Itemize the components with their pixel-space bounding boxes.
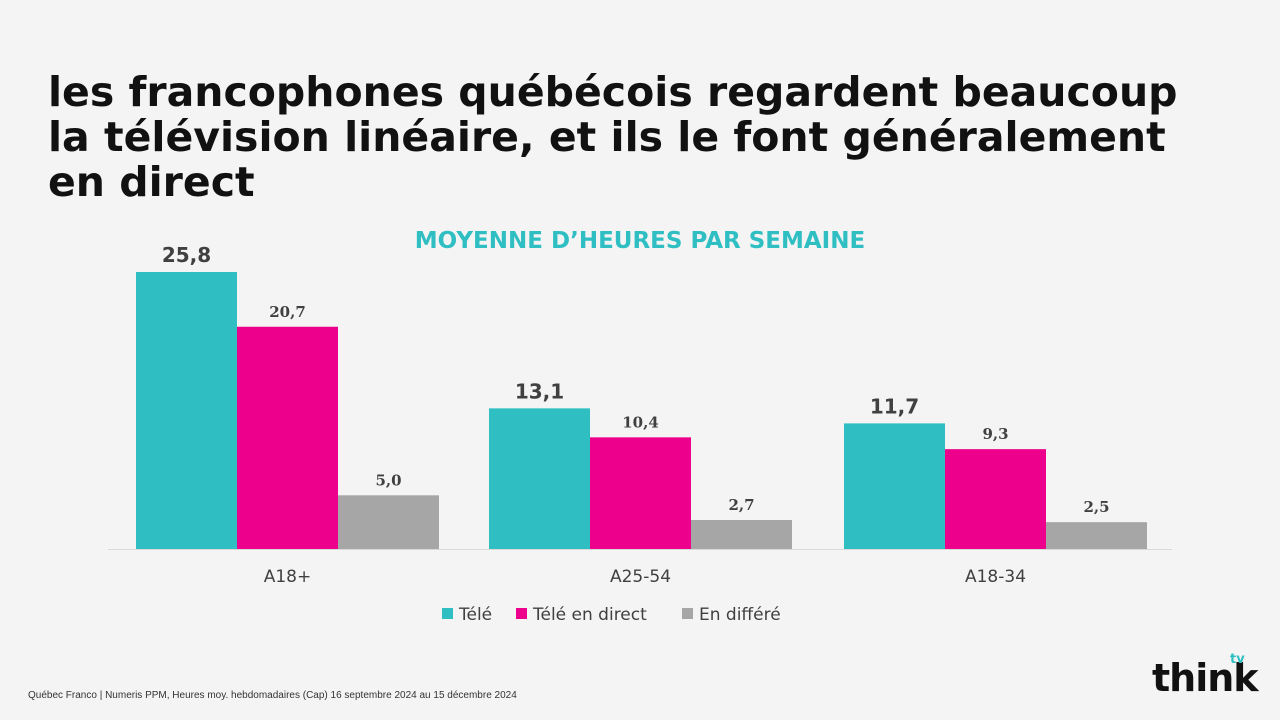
x-tick-label: A25-54 [610, 567, 671, 587]
legend-swatch [682, 608, 693, 619]
bar [844, 423, 945, 549]
bar [136, 272, 237, 549]
legend-swatch [442, 608, 453, 619]
bar [237, 326, 338, 549]
bar [338, 495, 439, 549]
bar [691, 520, 792, 549]
data-label: 5,0 [375, 471, 401, 489]
source-footnote: Québec Franco | Numeris PPM, Heures moy.… [28, 690, 517, 701]
bar [1046, 522, 1147, 549]
bar-chart: 25,8 20,7 5,0 A18+ 13,1 10,4 2,7 A25-54 11,7 9,3 2… [108, 243, 1172, 625]
data-label: 10,4 [622, 413, 659, 431]
legend-swatch [516, 608, 527, 619]
legend-label: En différé [699, 605, 781, 625]
data-label: 2,7 [728, 496, 754, 514]
data-label: 2,5 [1083, 498, 1109, 516]
data-label: 11,7 [870, 394, 919, 418]
title-line-3: en direct [48, 158, 255, 206]
bar [590, 437, 691, 549]
data-label: 20,7 [269, 303, 306, 321]
x-tick-label: A18+ [264, 567, 312, 587]
bar [489, 408, 590, 549]
legend-label: Télé en direct [532, 605, 647, 625]
data-label: 9,3 [982, 425, 1008, 443]
logo-superscript: tv [1230, 652, 1245, 667]
thinktv-logo: think tv [1152, 652, 1259, 704]
data-label: 13,1 [515, 379, 564, 403]
bar [945, 449, 1046, 549]
page-title: les francophones québécois regardent bea… [48, 70, 1248, 205]
x-tick-label: A18-34 [965, 567, 1026, 587]
title-line-2: la télévision linéaire, et ils le font g… [48, 113, 1166, 161]
legend-label: Télé [458, 605, 492, 625]
logo-word: think [1152, 656, 1259, 700]
data-label: 25,8 [162, 243, 211, 267]
chart-title: MOYENNE D’HEURES PAR SEMAINE [414, 228, 866, 254]
title-line-1: les francophones québécois regardent bea… [48, 68, 1178, 116]
